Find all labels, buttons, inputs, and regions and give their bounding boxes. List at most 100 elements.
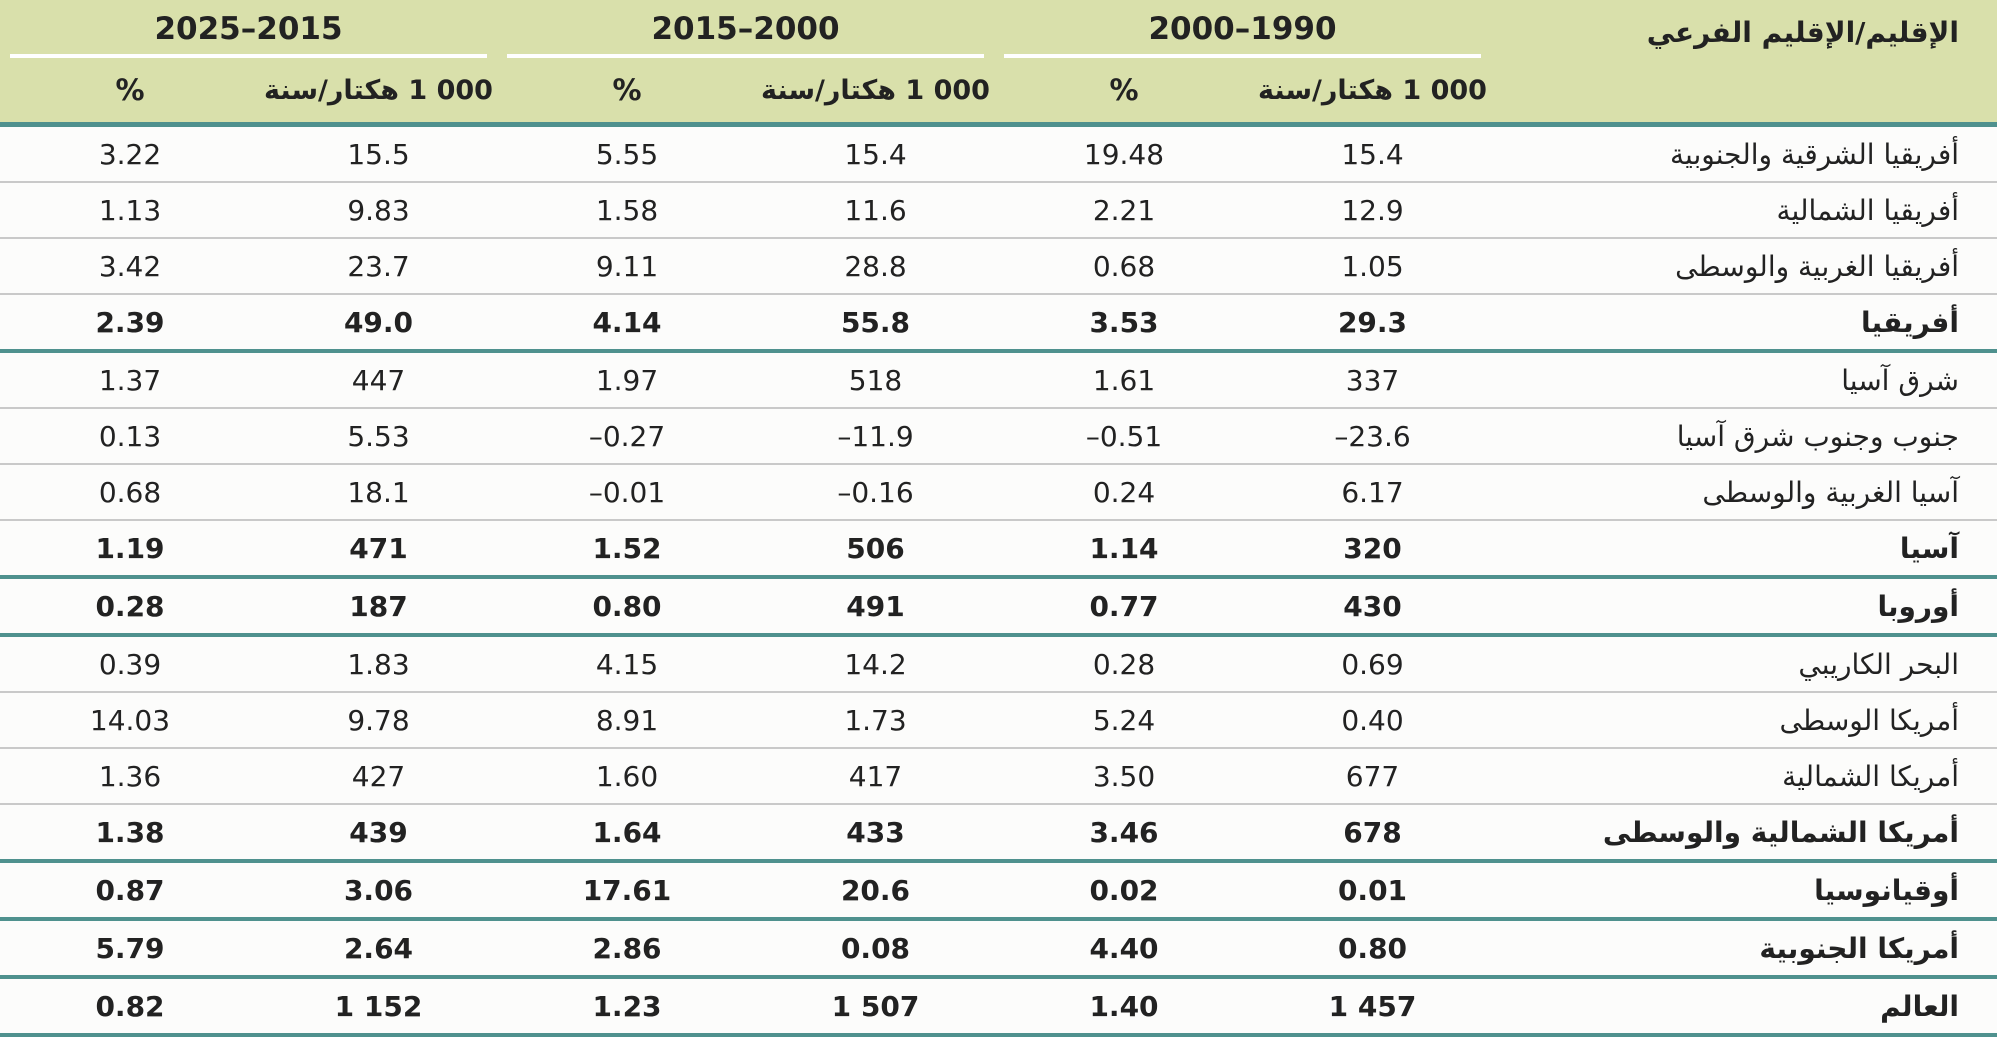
value-cell: 1.19: [0, 520, 260, 579]
value-cell: 0.28: [0, 577, 260, 637]
region-cell: أمريكا الشمالية: [1491, 748, 1997, 805]
value-cell: 5.79: [0, 919, 260, 979]
value-cell: 0.82: [0, 977, 260, 1037]
value-cell: 8.91: [497, 692, 757, 749]
value-cell: 29.3: [1254, 294, 1491, 353]
value-cell: 18.1: [260, 464, 497, 521]
value-cell: 2.21: [994, 182, 1254, 239]
value-cell: 12.9: [1254, 182, 1491, 239]
value-cell: 1.73: [757, 692, 994, 749]
period-header-2000-1990: 2000–1990: [994, 0, 1491, 58]
table-row: 1.37 447 1.97 518 1.61 337 شرق آسيا: [0, 351, 1997, 409]
value-cell: 2.64: [260, 919, 497, 979]
value-cell: –11.9: [757, 408, 994, 465]
table-row: 1.38 439 1.64 433 3.46 678 أمريكا الشمالية وال…: [0, 804, 1997, 863]
value-cell: 491: [757, 577, 994, 637]
unit-header-2: 1 000 هكتار/سنة: [757, 58, 994, 127]
value-cell: 11.6: [757, 182, 994, 239]
value-cell: 0.28: [994, 635, 1254, 693]
region-cell: أمريكا الجنوبية: [1491, 919, 1997, 979]
table-row: 0.39 1.83 4.15 14.2 0.28 0.69 البحر الكاريبي: [0, 635, 1997, 693]
region-cell: البحر الكاريبي: [1491, 635, 1997, 693]
table-row: 0.28 187 0.80 491 0.77 430 أوروبا: [0, 577, 1997, 637]
region-column-header: الإقليم/الإقليم الفرعي: [1491, 0, 1997, 127]
value-cell: 187: [260, 577, 497, 637]
value-cell: 55.8: [757, 294, 994, 353]
value-cell: 518: [757, 351, 994, 409]
period-header-row: 2025–2015 2015–2000 2000–1990 الإقليم/ال…: [0, 0, 1997, 127]
value-cell: 15.4: [1254, 124, 1491, 183]
unit-header-3: 1 000 هكتار/سنة: [1254, 58, 1491, 127]
table-header: 2025–2015 2015–2000 2000–1990 الإقليم/ال…: [0, 0, 1997, 127]
period-label: 2000–1990: [1148, 11, 1337, 47]
value-cell: 1.36: [0, 748, 260, 805]
period-header-2025-2015: 2025–2015: [0, 0, 497, 58]
value-cell: 1 507: [757, 977, 994, 1037]
value-cell: 1.37: [0, 351, 260, 409]
value-cell: 0.77: [994, 577, 1254, 637]
value-cell: 677: [1254, 748, 1491, 805]
region-cell: شرق آسيا: [1491, 351, 1997, 409]
value-cell: 14.2: [757, 635, 994, 693]
value-cell: 0.13: [0, 408, 260, 465]
value-cell: 9.83: [260, 182, 497, 239]
value-cell: 9.11: [497, 238, 757, 295]
unit-header-row: % 1 000 هكتار/سنة % 1 000 هكتار/سنة % 1 …: [0, 58, 1997, 127]
unit-label: 1 000 هكتار/سنة: [264, 74, 493, 106]
value-cell: 1.14: [994, 520, 1254, 579]
region-cell: أفريقيا الغربية والوسطى: [1491, 238, 1997, 295]
value-cell: 4.15: [497, 635, 757, 693]
table-row: 1.19 471 1.52 506 1.14 320 آسيا: [0, 520, 1997, 579]
table-row: 0.87 3.06 17.61 20.6 0.02 0.01 أوقيانوسيا: [0, 861, 1997, 921]
region-cell: أمريكا الشمالية والوسطى: [1491, 804, 1997, 863]
region-cell: أفريقيا الشرقية والجنوبية: [1491, 124, 1997, 183]
period-label: 2025–2015: [154, 11, 343, 47]
value-cell: 49.0: [260, 294, 497, 353]
value-cell: 28.8: [757, 238, 994, 295]
value-cell: 14.03: [0, 692, 260, 749]
value-cell: 320: [1254, 520, 1491, 579]
value-cell: 678: [1254, 804, 1491, 863]
value-cell: 0.02: [994, 861, 1254, 921]
region-cell: أمريكا الوسطى: [1491, 692, 1997, 749]
value-cell: 439: [260, 804, 497, 863]
value-cell: 0.24: [994, 464, 1254, 521]
value-cell: 23.7: [260, 238, 497, 295]
value-cell: 4.14: [497, 294, 757, 353]
value-cell: 0.39: [0, 635, 260, 693]
region-cell: آسيا الغربية والوسطى: [1491, 464, 1997, 521]
value-cell: –0.27: [497, 408, 757, 465]
table-row: 3.22 15.5 5.55 15.4 19.48 15.4 أفريقيا الشرقية…: [0, 124, 1997, 183]
value-cell: 0.80: [1254, 919, 1491, 979]
value-cell: 1.52: [497, 520, 757, 579]
unit-label: 1 000 هكتار/سنة: [1258, 74, 1487, 106]
value-cell: 471: [260, 520, 497, 579]
value-cell: 1.60: [497, 748, 757, 805]
value-cell: 5.24: [994, 692, 1254, 749]
value-cell: –23.6: [1254, 408, 1491, 465]
table-row: 1.36 427 1.60 417 3.50 677 أمريكا الشمالية: [0, 748, 1997, 805]
region-cell: أفريقيا الشمالية: [1491, 182, 1997, 239]
period-label: 2015–2000: [651, 11, 840, 47]
value-cell: 1.23: [497, 977, 757, 1037]
table-row: 3.42 23.7 9.11 28.8 0.68 1.05 أفريقيا الغربية …: [0, 238, 1997, 295]
value-cell: 0.68: [0, 464, 260, 521]
value-cell: 9.78: [260, 692, 497, 749]
value-cell: 1.40: [994, 977, 1254, 1037]
table-row: 1.13 9.83 1.58 11.6 2.21 12.9 أفريقيا الشمالية: [0, 182, 1997, 239]
value-cell: 1.97: [497, 351, 757, 409]
period-header-2015-2000: 2015–2000: [497, 0, 994, 58]
value-cell: 1.05: [1254, 238, 1491, 295]
unit-header-1: 1 000 هكتار/سنة: [260, 58, 497, 127]
pct-header-2: %: [497, 58, 757, 127]
value-cell: 0.08: [757, 919, 994, 979]
value-cell: 2.39: [0, 294, 260, 353]
value-cell: 1.83: [260, 635, 497, 693]
table-row: 5.79 2.64 2.86 0.08 4.40 0.80 أمريكا الجنوبية: [0, 919, 1997, 979]
value-cell: 417: [757, 748, 994, 805]
value-cell: 430: [1254, 577, 1491, 637]
value-cell: 20.6: [757, 861, 994, 921]
table-row: 0.13 5.53 –0.27 –11.9 –0.51 –23.6 جنوب وجنوب ش…: [0, 408, 1997, 465]
unit-label: 1 000 هكتار/سنة: [761, 74, 990, 106]
